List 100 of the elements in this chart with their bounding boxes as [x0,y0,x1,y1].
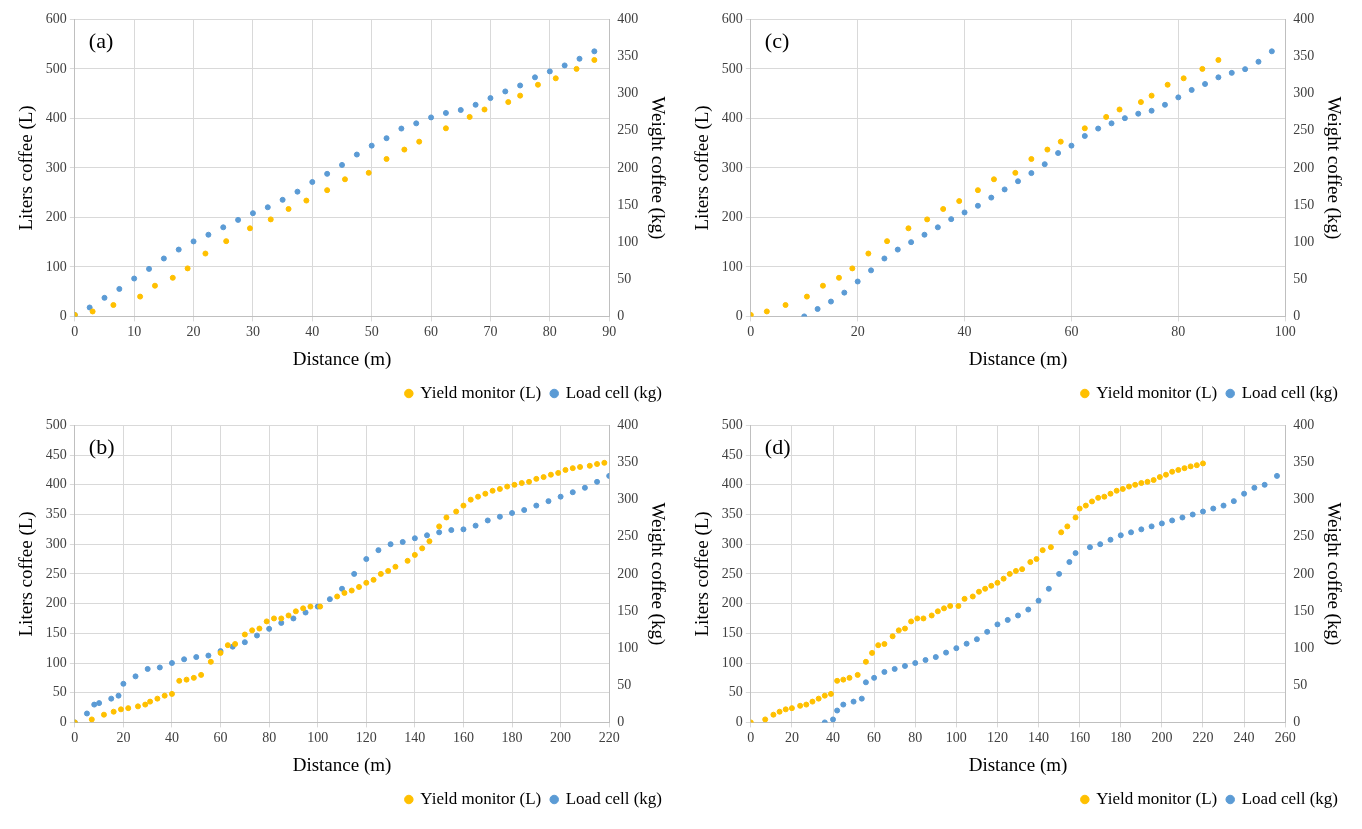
x-tick-label: 140 [1028,730,1050,746]
x-tick-label: 60 [424,324,439,340]
y-tick-label: 400 [721,110,743,126]
y-tick-label: 100 [45,654,67,670]
y2-tick-label: 0 [1293,308,1301,324]
x-axis-title: Distance (m) [292,347,392,370]
y2-tick-label: 50 [1293,676,1308,692]
y2-tick-label: 50 [617,676,632,692]
annotation: (c) [764,28,790,54]
y-tick-label: 500 [45,60,67,76]
y2-tick-label: 250 [617,528,639,544]
legend-label: Yield monitor (L) [1096,382,1218,402]
y-tick-label: 350 [45,506,67,522]
legend-label: Load cell (kg) [565,788,663,808]
x-tick-label: 160 [1069,730,1091,746]
x-tick-label: 200 [550,730,572,746]
y2-axis-title: Weight coffee (kg) [646,502,669,646]
y2-tick-label: 350 [617,48,639,64]
y-tick-label: 100 [721,258,743,274]
x-tick-label: 90 [602,324,617,340]
x-tick-label: 50 [364,324,379,340]
y-tick-label: 150 [45,624,67,640]
x-tick-label: 70 [483,324,498,340]
y-axis-title: Liters coffee (L) [15,511,38,637]
x-axis-title: Distance (m) [968,347,1068,370]
x-tick-label: 240 [1233,730,1255,746]
y-tick-label: 400 [45,110,67,126]
y2-tick-label: 150 [1293,602,1315,618]
y-tick-label: 300 [45,159,67,175]
y2-tick-label: 100 [1293,233,1315,249]
y-tick-label: 450 [721,446,743,462]
x-tick-label: 180 [1110,730,1132,746]
y2-tick-label: 100 [617,639,639,655]
y2-axis-title: Weight coffee (kg) [1322,96,1345,240]
y2-tick-label: 50 [617,270,632,286]
x-axis-title: Distance (m) [968,753,1068,776]
x-tick-label: 20 [850,324,865,340]
y2-tick-label: 200 [1293,565,1315,581]
annotation: (b) [88,434,115,460]
y-tick-label: 400 [721,476,743,492]
y-axis-title: Liters coffee (L) [691,105,714,231]
y2-tick-label: 250 [1293,528,1315,544]
y2-tick-label: 150 [617,196,639,212]
x-tick-label: 80 [262,730,277,746]
y-tick-label: 200 [45,209,67,225]
x-tick-label: 220 [1192,730,1214,746]
y2-tick-label: 200 [617,159,639,175]
y2-tick-label: 400 [1293,11,1315,27]
y-tick-label: 300 [721,535,743,551]
y2-tick-label: 0 [617,308,625,324]
x-tick-label: 80 [542,324,557,340]
legend-label: Load cell (kg) [1241,382,1339,402]
y-tick-label: 500 [721,417,743,433]
y-tick-label: 50 [52,684,67,700]
y2-tick-label: 0 [1293,714,1301,730]
legend-label: Load cell (kg) [1241,788,1339,808]
y2-tick-label: 100 [617,233,639,249]
x-tick-label: 20 [784,730,799,746]
x-tick-label: 30 [245,324,260,340]
x-tick-label: 100 [307,730,329,746]
y-tick-label: 0 [735,308,743,324]
y2-tick-label: 100 [1293,639,1315,655]
x-tick-label: 260 [1274,730,1296,746]
y-tick-label: 0 [59,308,67,324]
x-tick-label: 100 [945,730,967,746]
x-tick-label: 0 [71,324,79,340]
legend-label: Yield monitor (L) [420,382,542,402]
x-tick-label: 20 [186,324,201,340]
x-tick-label: 0 [747,730,755,746]
y-tick-label: 600 [721,11,743,27]
x-tick-label: 60 [1064,324,1079,340]
x-tick-label: 220 [598,730,620,746]
y-tick-label: 250 [721,565,743,581]
y2-tick-label: 200 [617,565,639,581]
y2-tick-label: 400 [1293,417,1315,433]
y2-tick-label: 150 [617,602,639,618]
annotation: (a) [88,28,114,54]
y2-axis-title: Weight coffee (kg) [1322,502,1345,646]
y-tick-label: 50 [728,684,743,700]
x-tick-label: 0 [71,730,79,746]
y2-tick-label: 400 [617,417,639,433]
y-tick-label: 350 [721,506,743,522]
y2-tick-label: 0 [617,714,625,730]
y2-tick-label: 300 [1293,85,1315,101]
y2-tick-label: 150 [1293,196,1315,212]
y-tick-label: 0 [59,714,67,730]
legend-label: Load cell (kg) [565,382,663,402]
x-tick-label: 140 [404,730,426,746]
y-tick-label: 400 [45,476,67,492]
x-tick-label: 80 [908,730,923,746]
y-tick-label: 100 [45,258,67,274]
y-tick-label: 300 [721,159,743,175]
x-axis-title: Distance (m) [292,753,392,776]
y-tick-label: 150 [721,624,743,640]
y-axis-title: Liters coffee (L) [15,105,38,231]
y-tick-label: 600 [45,11,67,27]
x-tick-label: 40 [164,730,179,746]
y2-tick-label: 300 [617,491,639,507]
y-tick-label: 500 [721,60,743,76]
y2-axis-title: Weight coffee (kg) [646,96,669,240]
